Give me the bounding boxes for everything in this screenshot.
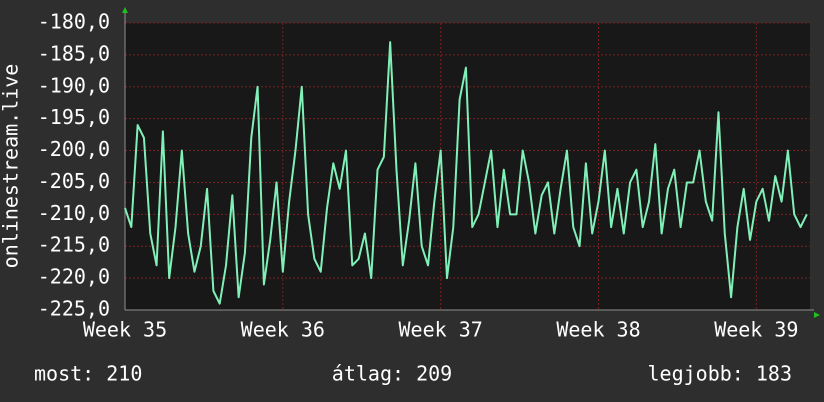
plot-area [125,23,810,310]
x-tick-label: Week 35 [83,318,167,342]
x-tick-label: Week 39 [714,318,798,342]
y-tick-label: -215,0 [38,233,110,257]
y-tick-label: -220,0 [38,265,110,289]
data-line [124,41,808,305]
footer-current: most: 210 [34,362,142,386]
y-tick-label: -200,0 [38,137,110,161]
y-tick-label: -210,0 [38,201,110,225]
axis-arrow [122,7,128,13]
footer-best: legjobb: 183 [648,362,793,386]
footer-average: átlag: 209 [332,362,452,386]
x-tick-label: Week 38 [556,318,640,342]
y-tick-label: -185,0 [38,41,110,65]
x-tick-label: Week 36 [241,318,325,342]
y-tick-label: -190,0 [38,73,110,97]
axis-arrow [814,312,820,318]
x-tick-label: Week 37 [399,318,483,342]
y-tick-label: -195,0 [38,105,110,129]
y-axis-label: onlinestream.live [0,64,23,269]
y-tick-label: -180,0 [38,10,110,34]
y-tick-label: -205,0 [38,169,110,193]
y-tick-label: -225,0 [38,297,110,321]
